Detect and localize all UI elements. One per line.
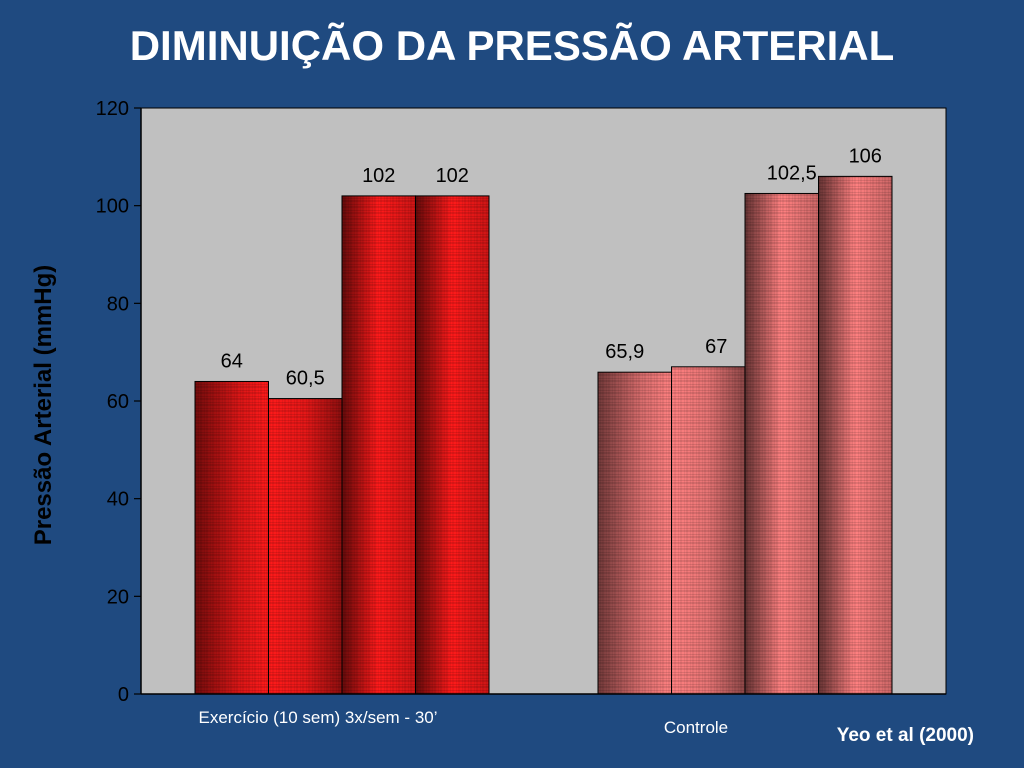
- bar-texture: [744, 192, 819, 695]
- bar-data-label: 67: [705, 336, 727, 358]
- bar-data-label: 102: [436, 165, 469, 187]
- citation: Yeo et al (2000): [836, 725, 974, 746]
- bar-data-label: 64: [221, 350, 243, 372]
- y-tick-label: 40: [107, 489, 129, 511]
- data-labels-layer: 64 60,5 102 102 65,9 67 102,5 106: [221, 145, 882, 389]
- bar-texture: [415, 195, 490, 695]
- bar-data-label: 65,9: [605, 341, 644, 363]
- bar-texture: [597, 371, 672, 695]
- bar-data-label: 102: [362, 165, 395, 187]
- x-category-label-control: Controle: [663, 718, 729, 737]
- y-tick-label: 120: [96, 98, 129, 120]
- y-tick-label: 60: [107, 391, 129, 413]
- bar-data-label: 102,5: [767, 162, 817, 184]
- y-axis-label: Pressão Arterial (mmHg): [30, 264, 57, 546]
- y-axis-ticks: 0 20 40 60 80 100 120: [96, 98, 141, 706]
- bar-data-label: 106: [849, 145, 882, 167]
- bars-layer: [194, 175, 893, 695]
- bar-texture: [818, 175, 893, 695]
- bar-data-label: 60,5: [286, 368, 325, 390]
- bar-texture: [268, 398, 343, 695]
- bar-texture: [671, 366, 746, 695]
- slide-title: DIMINUIÇÃO DA PRESSÃO ARTERIAL: [129, 22, 895, 69]
- y-tick-label: 20: [107, 586, 129, 608]
- bar-texture: [194, 380, 269, 695]
- y-tick-label: 80: [107, 293, 129, 315]
- y-tick-label: 0: [118, 684, 129, 706]
- x-category-label-exercise: Exercício (10 sem) 3x/sem - 30’: [198, 708, 438, 727]
- bar-texture: [341, 195, 416, 695]
- y-tick-label: 100: [96, 196, 129, 218]
